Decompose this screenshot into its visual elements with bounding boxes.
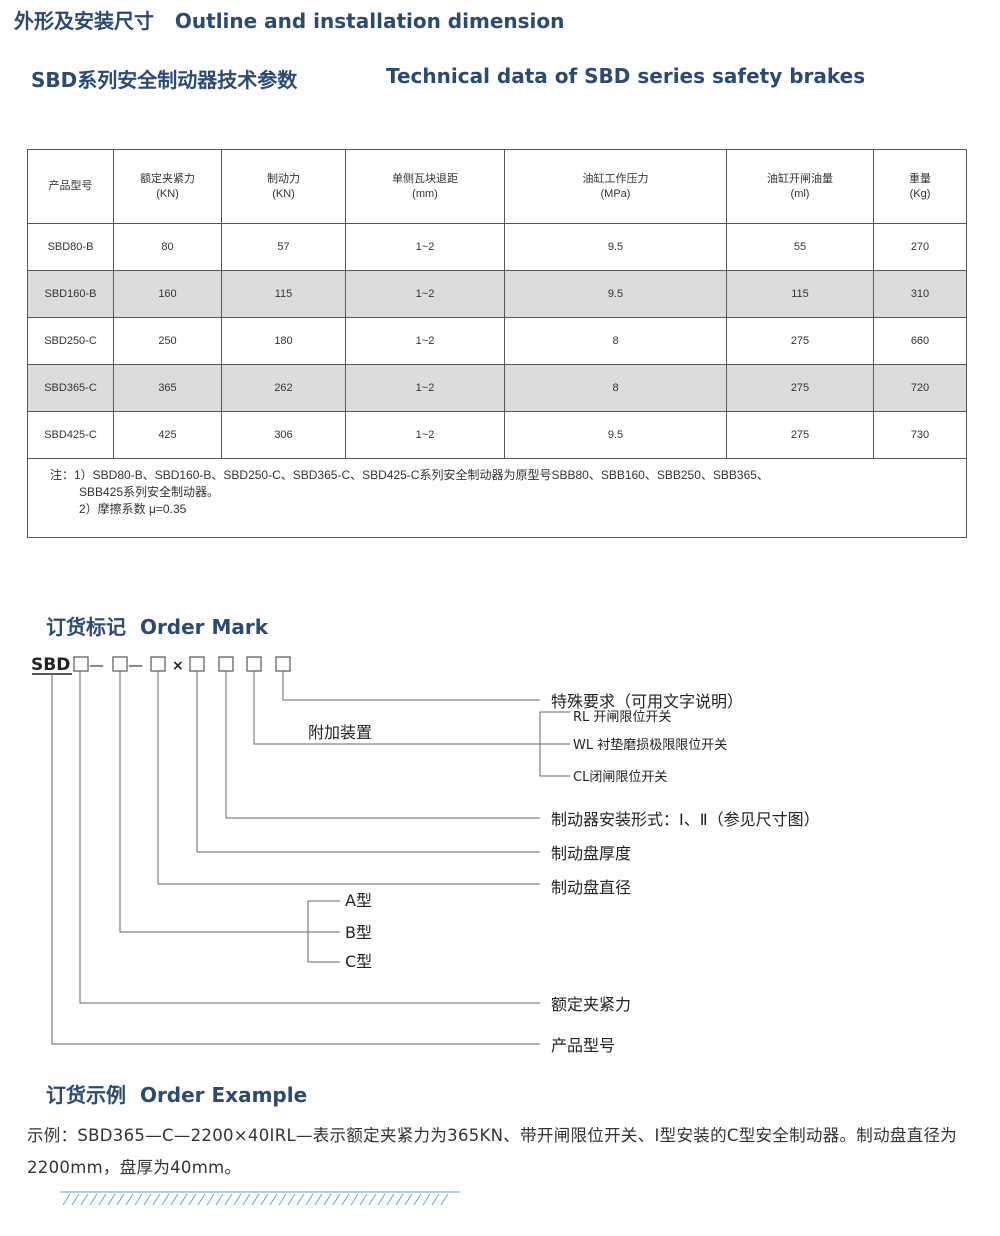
cell-oil: 275 <box>726 364 874 412</box>
box-mount <box>218 656 234 672</box>
cell-weight: 730 <box>873 411 967 459</box>
col-model: 产品型号 <box>27 149 114 224</box>
cell-model: SBD365-C <box>27 364 114 412</box>
box-type <box>112 656 128 672</box>
table-notes: 注：1）SBD80-B、SBD160-B、SBD250-C、SBD365-C、S… <box>27 458 967 538</box>
col-weight: 重量 (Kg) <box>873 149 967 224</box>
cell-retreat: 1~2 <box>345 411 505 459</box>
order-mark-title: 订货标记 Order Mark <box>46 615 269 639</box>
cell-weight: 310 <box>873 270 967 318</box>
note-2: 2）摩擦系数 μ=0.35 <box>79 502 187 516</box>
col-retreat: 单侧瓦块退距 (mm) <box>345 149 505 224</box>
cell-clamp: 80 <box>113 223 222 271</box>
cell-oil: 55 <box>726 223 874 271</box>
label-mount: 制动器安装形式：Ⅰ、Ⅱ（参见尺寸图） <box>551 810 820 829</box>
cell-pressure: 9.5 <box>504 270 727 318</box>
label-wl: WL 衬垫磨损极限限位开关 <box>573 737 727 753</box>
table-row: SBD80-B 80 57 1~2 9.5 55 270 <box>27 223 967 271</box>
cell-weight: 660 <box>873 317 967 365</box>
heading-cn: 外形及安装尺寸 <box>14 9 154 33</box>
col-clamp: 额定夹紧力 (KN) <box>113 149 222 224</box>
col-pressure: 油缸工作压力 (MPa) <box>504 149 727 224</box>
cell-oil: 275 <box>726 411 874 459</box>
cell-pressure: 9.5 <box>504 411 727 459</box>
cell-retreat: 1~2 <box>345 223 505 271</box>
cell-brake-force: 306 <box>221 411 346 459</box>
cell-brake-force: 262 <box>221 364 346 412</box>
hatch-decoration <box>60 1191 460 1206</box>
cell-retreat: 1~2 <box>345 317 505 365</box>
cell-clamp: 250 <box>113 317 222 365</box>
cell-brake-force: 180 <box>221 317 346 365</box>
box-diameter <box>150 656 166 672</box>
cell-model: SBD250-C <box>27 317 114 365</box>
label-rl: RL 开闸限位开关 <box>573 710 671 725</box>
label-thickness: 制动盘厚度 <box>551 844 631 863</box>
tech-data-table: 产品型号 额定夹紧力 (KN) 制动力 (KN) 单侧瓦块退距 (mm) 油缸工作压力… <box>27 149 967 538</box>
cell-brake-force: 115 <box>221 270 346 318</box>
cell-model: SBD425-C <box>27 411 114 459</box>
cell-oil: 115 <box>726 270 874 318</box>
cell-brake-force: 57 <box>221 223 346 271</box>
cell-weight: 720 <box>873 364 967 412</box>
prefix-sbd: SBD <box>31 655 70 675</box>
table-row: SBD365-C 365 262 1~2 8 275 720 <box>27 364 967 412</box>
table-row: SBD425-C 425 306 1~2 9.5 275 730 <box>27 411 967 459</box>
cell-model: SBD160-B <box>27 270 114 318</box>
col-brake-force: 制动力 (KN) <box>221 149 346 224</box>
cell-clamp: 425 <box>113 411 222 459</box>
cell-retreat: 1~2 <box>345 364 505 412</box>
cell-oil: 275 <box>726 317 874 365</box>
label-clamp: 额定夹紧力 <box>551 995 631 1014</box>
label-cl: CL闭闸限位开关 <box>573 770 667 785</box>
dash-1: — <box>89 656 104 674</box>
label-diameter: 制动盘直径 <box>551 878 631 897</box>
cell-pressure: 8 <box>504 364 727 412</box>
order-mark-diagram: SBD — — × 特殊要求（可用文字说明） 附加装置 RL 开闸限位开关 WL… <box>31 655 820 1055</box>
label-model: 产品型号 <box>551 1036 615 1055</box>
label-special: 特殊要求（可用文字说明） <box>551 692 743 711</box>
box-thickness <box>189 656 205 672</box>
cell-retreat: 1~2 <box>345 270 505 318</box>
times-sign: × <box>172 658 184 674</box>
cell-clamp: 160 <box>113 270 222 318</box>
col-oil: 油缸开闸油量 (ml) <box>726 149 874 224</box>
cell-clamp: 365 <box>113 364 222 412</box>
box-special <box>275 656 291 672</box>
box-clamp <box>73 656 89 672</box>
table-header-row: 产品型号 额定夹紧力 (KN) 制动力 (KN) 单侧瓦块退距 (mm) 油缸工作压力… <box>27 149 967 224</box>
cell-pressure: 9.5 <box>504 223 727 271</box>
note-1-cont: SBB425系列安全制动器。 <box>79 485 220 499</box>
table-notes-row: 注：1）SBD80-B、SBD160-B、SBD250-C、SBD365-C、S… <box>27 458 967 538</box>
box-addon <box>246 656 262 672</box>
label-type-a: A型 <box>345 891 372 910</box>
order-example-title: 订货示例 Order Example <box>46 1083 308 1107</box>
order-example-text: 示例：SBD365—C—2200×40ⅠRL—表示额定夹紧力为365KN、带开闸… <box>27 1126 958 1177</box>
table-row: SBD250-C 250 180 1~2 8 275 660 <box>27 317 967 365</box>
dash-2: — <box>128 656 143 674</box>
cell-weight: 270 <box>873 223 967 271</box>
section-title-cn: SBD系列安全制动器技术参数 <box>31 68 298 92</box>
cell-model: SBD80-B <box>27 223 114 271</box>
cell-pressure: 8 <box>504 317 727 365</box>
label-type-c: C型 <box>345 952 372 971</box>
leader-lines <box>51 671 570 1045</box>
section-title-en: Technical data of SBD series safety brak… <box>386 64 866 88</box>
label-addon: 附加装置 <box>308 723 372 742</box>
page-heading: 外形及安装尺寸 Outline and installation dimensi… <box>14 5 564 34</box>
table-row: SBD160-B 160 115 1~2 9.5 115 310 <box>27 270 967 318</box>
note-1: 注：1）SBD80-B、SBD160-B、SBD250-C、SBD365-C、S… <box>50 468 769 482</box>
label-type-b: B型 <box>345 923 372 942</box>
heading-en: Outline and installation dimension <box>174 9 565 33</box>
